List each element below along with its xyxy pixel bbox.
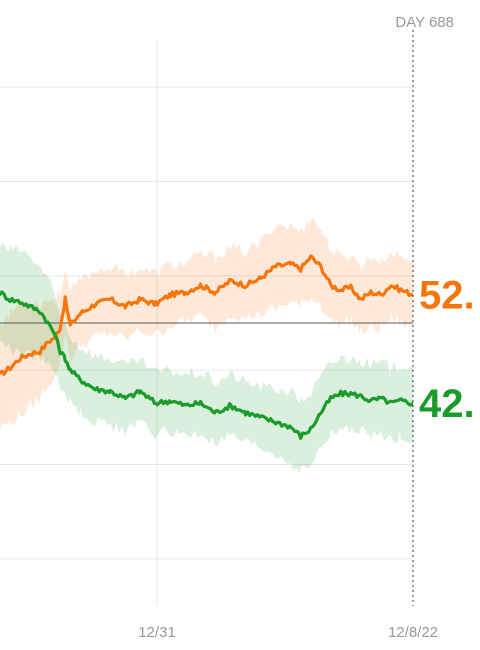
green-series-line xyxy=(0,290,413,440)
orange-confidence-band xyxy=(0,217,413,429)
orange-series-line xyxy=(0,254,413,376)
green-confidence-band xyxy=(0,242,413,474)
day-label: DAY 688 xyxy=(395,14,454,31)
green-end-value-label: 42. xyxy=(419,382,475,426)
series-lines xyxy=(0,254,413,440)
x-tick-label: 12/8/22 xyxy=(388,624,438,641)
x-tick-label: 12/31 xyxy=(138,624,176,641)
orange-end-value-label: 52. xyxy=(419,274,475,318)
confidence-bands xyxy=(0,217,413,474)
